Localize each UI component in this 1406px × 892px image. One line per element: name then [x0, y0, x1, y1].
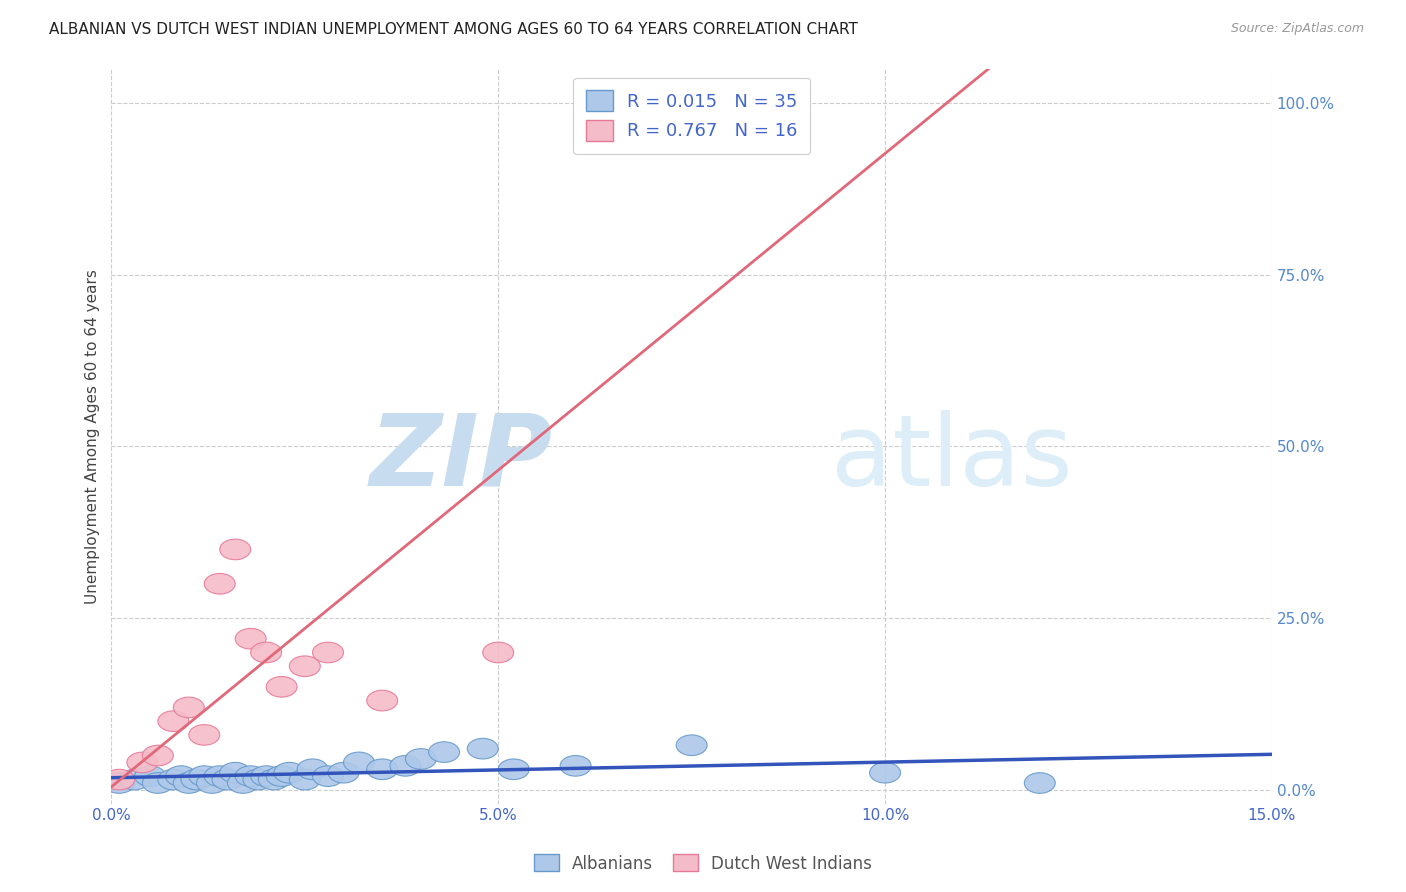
Ellipse shape — [228, 772, 259, 793]
Ellipse shape — [204, 574, 235, 594]
Ellipse shape — [219, 539, 250, 560]
Ellipse shape — [235, 766, 266, 787]
Ellipse shape — [297, 759, 328, 780]
Ellipse shape — [212, 769, 243, 790]
Text: atlas: atlas — [831, 409, 1073, 507]
Ellipse shape — [104, 769, 135, 790]
Ellipse shape — [1025, 772, 1056, 793]
Ellipse shape — [343, 752, 374, 772]
Ellipse shape — [367, 690, 398, 711]
Ellipse shape — [389, 756, 420, 776]
Ellipse shape — [405, 748, 436, 769]
Ellipse shape — [274, 763, 305, 783]
Ellipse shape — [560, 756, 591, 776]
Text: ZIP: ZIP — [370, 409, 553, 507]
Ellipse shape — [142, 772, 173, 793]
Ellipse shape — [173, 698, 204, 718]
Ellipse shape — [250, 766, 281, 787]
Text: Source: ZipAtlas.com: Source: ZipAtlas.com — [1230, 22, 1364, 36]
Ellipse shape — [243, 769, 274, 790]
Ellipse shape — [204, 766, 235, 787]
Ellipse shape — [367, 759, 398, 780]
Ellipse shape — [197, 772, 228, 793]
Ellipse shape — [188, 724, 219, 745]
Ellipse shape — [429, 742, 460, 763]
Ellipse shape — [135, 766, 166, 787]
Ellipse shape — [127, 752, 157, 772]
Ellipse shape — [166, 766, 197, 787]
Ellipse shape — [482, 642, 513, 663]
Ellipse shape — [173, 772, 204, 793]
Ellipse shape — [498, 759, 529, 780]
Legend: R = 0.015   N = 35, R = 0.767   N = 16: R = 0.015 N = 35, R = 0.767 N = 16 — [574, 78, 810, 153]
Ellipse shape — [250, 642, 281, 663]
Ellipse shape — [266, 766, 297, 787]
Ellipse shape — [181, 769, 212, 790]
Ellipse shape — [328, 763, 359, 783]
Ellipse shape — [157, 711, 188, 731]
Ellipse shape — [142, 745, 173, 766]
Ellipse shape — [290, 769, 321, 790]
Ellipse shape — [157, 769, 188, 790]
Text: ALBANIAN VS DUTCH WEST INDIAN UNEMPLOYMENT AMONG AGES 60 TO 64 YEARS CORRELATION: ALBANIAN VS DUTCH WEST INDIAN UNEMPLOYME… — [49, 22, 858, 37]
Ellipse shape — [869, 763, 900, 783]
Ellipse shape — [467, 739, 498, 759]
Ellipse shape — [754, 93, 785, 113]
Ellipse shape — [676, 735, 707, 756]
Ellipse shape — [188, 766, 219, 787]
Ellipse shape — [259, 769, 290, 790]
Ellipse shape — [120, 769, 150, 790]
Ellipse shape — [104, 772, 135, 793]
Y-axis label: Unemployment Among Ages 60 to 64 years: Unemployment Among Ages 60 to 64 years — [86, 268, 100, 604]
Ellipse shape — [219, 763, 250, 783]
Ellipse shape — [312, 642, 343, 663]
Ellipse shape — [312, 766, 343, 787]
Legend: Albanians, Dutch West Indians: Albanians, Dutch West Indians — [527, 847, 879, 880]
Ellipse shape — [235, 629, 266, 649]
Ellipse shape — [290, 656, 321, 676]
Ellipse shape — [266, 676, 297, 698]
